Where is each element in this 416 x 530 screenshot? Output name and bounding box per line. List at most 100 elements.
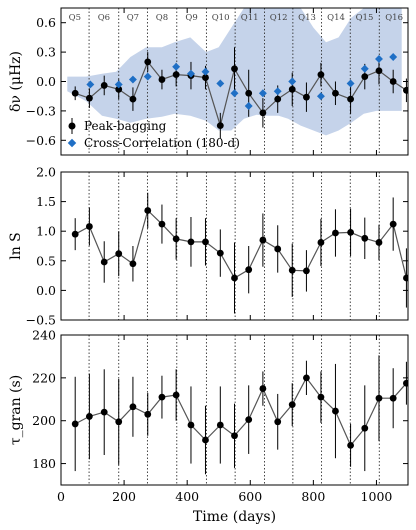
legend-label-cross-correlation: Cross-Correlation (180-d) xyxy=(84,136,240,150)
data-point xyxy=(389,78,397,85)
quarter-label: Q7 xyxy=(127,13,139,23)
y-axis-ticks: 180 200 220 240 xyxy=(32,328,408,471)
data-point xyxy=(361,424,369,432)
data-point xyxy=(115,250,123,258)
legend-marker-cross-correlation xyxy=(67,138,77,148)
cross-correlation-point xyxy=(86,80,95,89)
quarter-label: Q5 xyxy=(69,13,81,23)
y-tick-label: 180 xyxy=(32,456,56,471)
data-point xyxy=(288,266,296,274)
x-axis-ticks: 0 200 400 600 800 1000 xyxy=(57,335,392,504)
x-tick-label: 600 xyxy=(238,489,262,504)
data-point xyxy=(129,260,137,268)
quarter-label: Q8 xyxy=(156,13,168,23)
data-point xyxy=(274,418,282,426)
legend-label-peak-bagging: Peak-bagging xyxy=(84,119,167,133)
cross-correlation-point xyxy=(143,72,152,81)
y-tick-label: 0.5 xyxy=(36,253,56,268)
x-tick-label: 800 xyxy=(301,489,325,504)
data-point xyxy=(100,408,108,416)
data-point xyxy=(115,85,123,93)
y-tick-label: 200 xyxy=(32,413,56,428)
y-tick-label: 1.0 xyxy=(36,224,56,239)
legend: Peak-bagging Cross-Correlation (180-d) xyxy=(67,118,240,150)
y-tick-label: 220 xyxy=(32,370,56,385)
data-point xyxy=(347,441,354,449)
data-point xyxy=(361,73,369,80)
data-point xyxy=(288,85,296,93)
y-axis-label-top: δν (μHz) xyxy=(8,51,24,112)
data-point xyxy=(317,393,325,401)
data-point xyxy=(259,236,267,244)
quarter-label: Q13 xyxy=(298,13,316,23)
quarter-label: Q15 xyxy=(356,13,374,23)
data-point xyxy=(158,76,166,83)
data-point xyxy=(389,220,397,228)
y-tick-label: −0.5 xyxy=(26,313,56,328)
quarter-label: Q9 xyxy=(185,13,197,23)
x-tick-label: 1000 xyxy=(361,489,393,504)
quarter-labels: Q5 Q6 Q7 Q8 Q9 Q10 Q11 Q12 Q13 Q14 Q15 Q16 xyxy=(69,13,403,23)
y-axis-ticks: −0.5 0.0 0.5 1.0 1.5 2.0 xyxy=(26,165,408,328)
series-line xyxy=(74,376,407,447)
data-point xyxy=(245,266,253,274)
data-point xyxy=(361,234,369,242)
panel-middle: −0.5 0.0 0.5 1.0 1.5 2.0 ln S xyxy=(8,165,409,328)
data-point xyxy=(332,407,339,415)
quarter-label: Q14 xyxy=(327,13,345,23)
data-point xyxy=(375,239,383,246)
y-tick-label: −0.6 xyxy=(26,133,56,148)
data-point xyxy=(100,258,108,266)
data-point xyxy=(172,71,180,79)
data-point xyxy=(85,94,93,102)
data-point xyxy=(375,67,383,75)
quarter-label: Q6 xyxy=(98,13,110,23)
data-point xyxy=(347,95,354,103)
cross-correlation-point xyxy=(128,75,137,84)
data-point xyxy=(317,239,325,246)
y-tick-label: 0.0 xyxy=(36,74,56,89)
x-axis-label: Time (days) xyxy=(193,509,276,525)
data-point xyxy=(202,74,209,81)
quarter-divider-lines xyxy=(88,172,380,320)
y-tick-label: 240 xyxy=(32,328,56,343)
panel-top: Q5 Q6 Q7 Q8 Q9 Q10 Q11 Q12 Q13 Q14 Q15 Q16 −0.6 −0.3… xyxy=(8,7,409,156)
data-point xyxy=(216,249,224,257)
data-point xyxy=(85,223,93,230)
cross-correlation-point xyxy=(201,67,210,76)
y-tick-label: 0.3 xyxy=(36,45,56,60)
y-axis-label-bottom: τ_gran (s) xyxy=(8,375,24,445)
data-point xyxy=(303,267,310,275)
y-tick-label: 0.0 xyxy=(36,283,56,298)
data-point xyxy=(231,65,238,73)
data-point xyxy=(187,421,195,429)
x-tick-label: 0 xyxy=(57,489,65,504)
data-point xyxy=(71,230,79,238)
data-point xyxy=(288,401,296,409)
data-point xyxy=(317,71,325,79)
data-point xyxy=(347,228,354,236)
y-tick-label: −0.3 xyxy=(26,103,56,118)
quarter-divider-lines xyxy=(88,8,380,155)
data-point xyxy=(231,432,238,440)
x-tick-label: 400 xyxy=(175,489,199,504)
cross-correlation-point xyxy=(244,102,253,110)
series-group xyxy=(71,192,408,314)
y-tick-label: 2.0 xyxy=(36,165,56,180)
data-point xyxy=(403,274,408,282)
series-group xyxy=(71,47,408,139)
data-point xyxy=(129,403,137,411)
data-point xyxy=(115,418,123,426)
y-axis-label-middle: ln S xyxy=(8,232,24,260)
data-point xyxy=(129,95,137,103)
quarter-label: Q10 xyxy=(212,13,230,23)
axes-frame-top xyxy=(60,7,409,156)
data-point xyxy=(245,416,253,424)
data-point xyxy=(202,238,209,246)
quarter-label: Q12 xyxy=(270,13,288,23)
data-point xyxy=(187,238,195,246)
series-line xyxy=(74,209,407,279)
data-point xyxy=(144,207,152,214)
data-point xyxy=(158,393,166,401)
data-point xyxy=(144,410,152,418)
